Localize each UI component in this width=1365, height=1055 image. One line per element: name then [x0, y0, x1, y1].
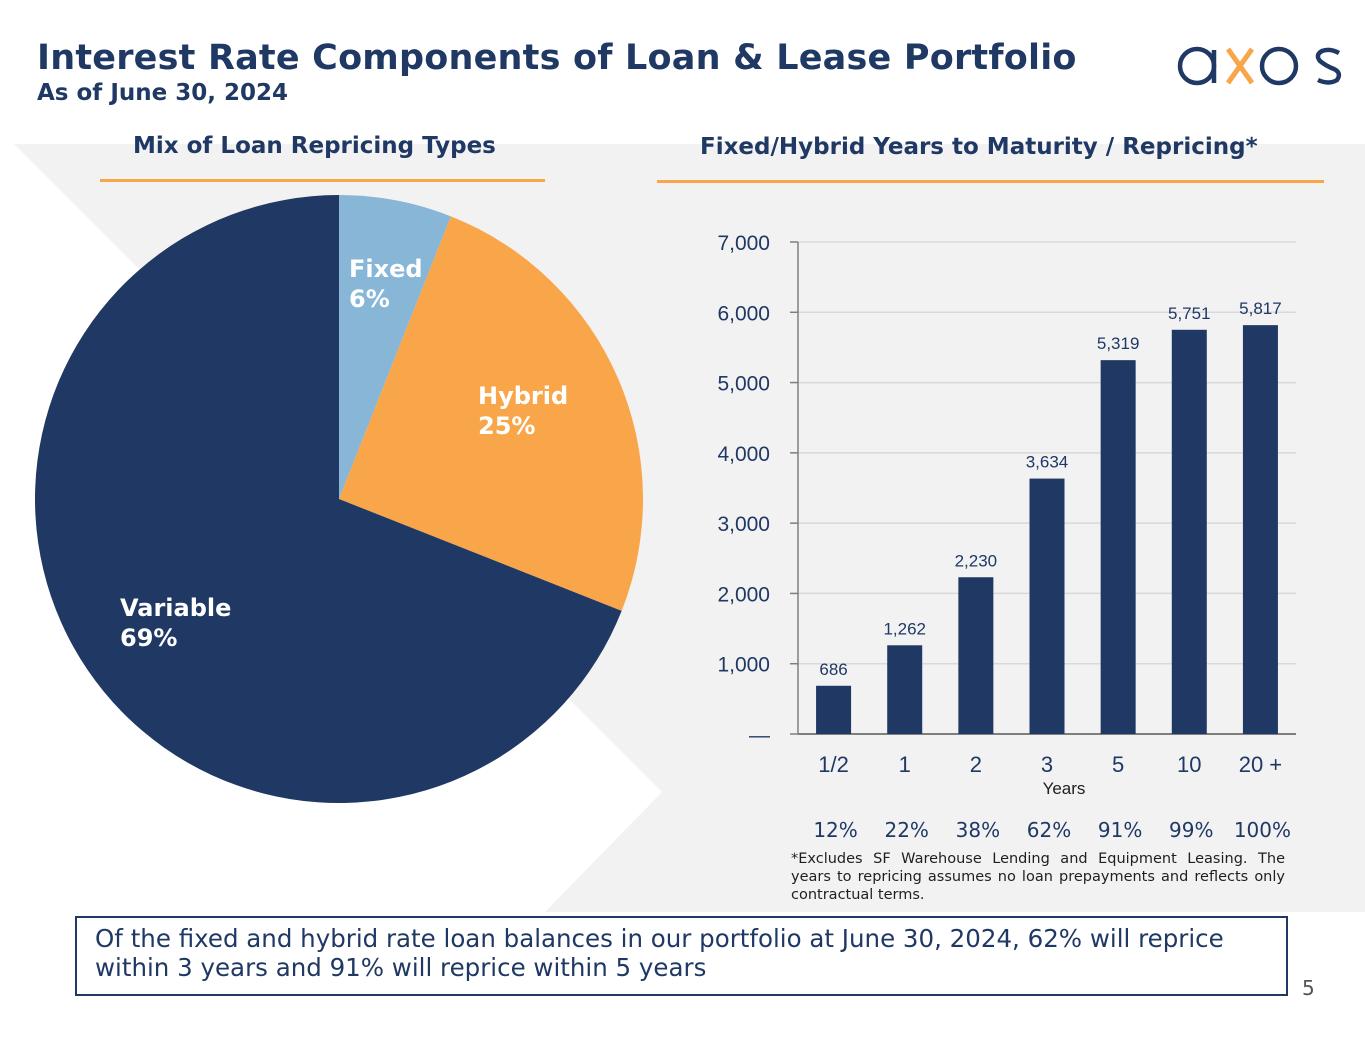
x-tick-label: 3: [1041, 752, 1053, 777]
bar-value-label: 5,817: [1239, 299, 1282, 318]
pie-label-variable: Variable: [120, 594, 231, 622]
footnote: *Excludes SF Warehouse Lending and Equip…: [791, 851, 1285, 903]
pie-chart-title: Mix of Loan Repricing Types: [133, 133, 496, 159]
bar-title-rule: [657, 180, 1324, 183]
y-tick-label: —: [749, 724, 770, 747]
bar-chart-title: Fixed/Hybrid Years to Maturity / Reprici…: [700, 134, 1258, 160]
bar-6: [1242, 325, 1278, 734]
page-number: 5: [1302, 976, 1315, 1000]
pie-value-hybrid: 25%: [478, 412, 535, 440]
y-tick-label: 7,000: [717, 232, 770, 255]
y-tick-label: 6,000: [717, 302, 770, 325]
pie-value-fixed: 6%: [349, 285, 390, 313]
cumulative-percent: 22%: [884, 818, 929, 842]
bar-value-label: 5,751: [1168, 304, 1211, 323]
cumulative-percent: 91%: [1097, 818, 1143, 842]
x-tick-label: 10: [1177, 752, 1201, 777]
pie-value-variable: 69%: [120, 624, 177, 652]
y-tick-label: 4,000: [717, 443, 770, 466]
bar-5: [1171, 329, 1207, 734]
x-axis-label: Years: [1043, 779, 1086, 798]
cumulative-percent: 38%: [955, 818, 1001, 842]
page-subtitle: As of June 30, 2024: [37, 80, 288, 106]
y-tick-label: 5,000: [717, 373, 770, 396]
y-tick-label: 3,000: [717, 513, 770, 536]
cumulative-percent: 12%: [813, 818, 858, 842]
axos-logo: axos: [1177, 46, 1342, 86]
bar-2: [958, 577, 994, 734]
bar-1: [887, 645, 923, 734]
bar-value-label: 5,319: [1097, 334, 1140, 353]
x-tick-label: 1/2: [818, 752, 849, 777]
bar-value-label: 1,262: [883, 619, 926, 638]
x-tick-label: 2: [970, 752, 982, 777]
cumulative-percent: 99%: [1169, 818, 1214, 842]
pie-title-rule: [100, 179, 545, 182]
pie-slice-hybrid: [339, 216, 643, 611]
title-asterisk: *: [1245, 134, 1258, 160]
pie-label-hybrid: Hybrid: [478, 382, 568, 410]
pie-slice-fixed: [339, 195, 451, 499]
x-tick-label: 1: [899, 752, 911, 777]
y-tick-label: 2,000: [717, 583, 770, 606]
bar-3: [1029, 478, 1065, 734]
bar-value-label: 3,634: [1026, 453, 1069, 472]
cumulative-percent: 62%: [1026, 818, 1072, 842]
y-tick-label: 1,000: [717, 654, 770, 677]
pie-slice-variable: [35, 195, 622, 803]
bar-chart: — 1,000 2,000 3,000 4,000 5,000 6,000 7,000 686 1…: [717, 232, 1296, 798]
bar-4: [1100, 360, 1136, 734]
bar-0: [816, 685, 852, 734]
bar-value-label: 686: [819, 660, 847, 679]
x-tick-label: 20 +: [1239, 752, 1282, 777]
page-title: Interest Rate Components of Loan & Lease…: [37, 38, 1077, 78]
bar-value-label: 2,230: [955, 551, 998, 570]
cumulative-percent: 100%: [1233, 818, 1292, 842]
pie-label-fixed: Fixed: [349, 255, 423, 283]
summary-callout: Of the fixed and hybrid rate loan balanc…: [75, 916, 1288, 996]
x-tick-label: 5: [1112, 752, 1124, 777]
